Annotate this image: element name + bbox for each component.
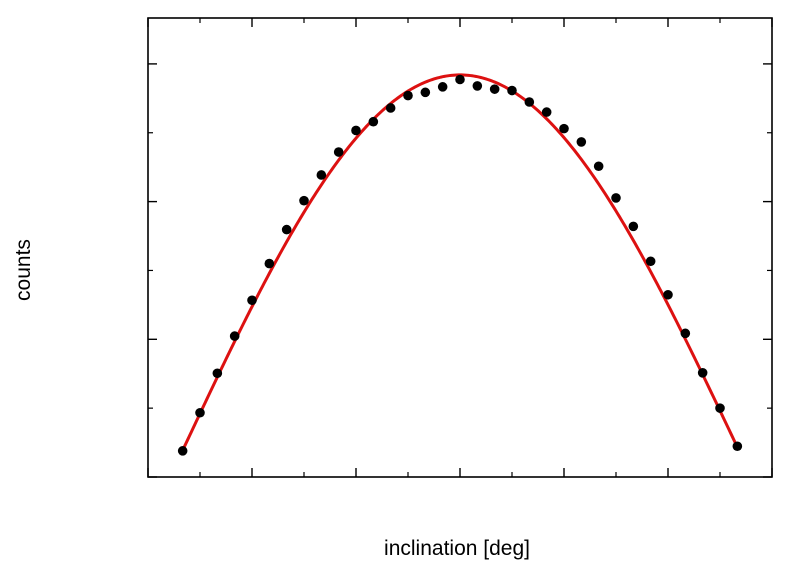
data-points [177,74,743,456]
data-point [645,256,656,267]
data-point [611,193,621,203]
data-point [195,407,205,418]
data-point [385,103,396,113]
data-point [732,441,743,452]
data-point [697,368,708,378]
data-point [420,87,431,98]
y-axis-title: counts [12,239,35,301]
data-point [316,170,327,180]
data-point [507,85,517,96]
data-point [455,74,465,85]
data-point [628,221,639,232]
axis-ticks [147,18,773,478]
data-point [472,81,483,91]
data-point [299,195,309,206]
data-point [368,116,379,127]
data-point [559,123,569,134]
plot-frame [147,17,773,478]
data-point [489,84,500,94]
data-point [715,403,725,413]
data-point [593,161,604,172]
data-point [680,328,691,339]
data-point [403,90,413,101]
data-point [247,295,257,306]
data-point [541,107,552,117]
data-point [212,368,223,379]
data-point [663,289,673,300]
data-point [576,137,587,147]
data-point [351,125,361,136]
data-point [177,446,188,456]
data-point [524,97,535,107]
data-point [437,82,448,92]
data-point [333,147,344,157]
plot-area [147,17,773,478]
data-point [264,258,275,269]
data-point [229,331,240,341]
x-axis-title: inclination [deg] [384,537,530,560]
data-point [281,224,292,235]
